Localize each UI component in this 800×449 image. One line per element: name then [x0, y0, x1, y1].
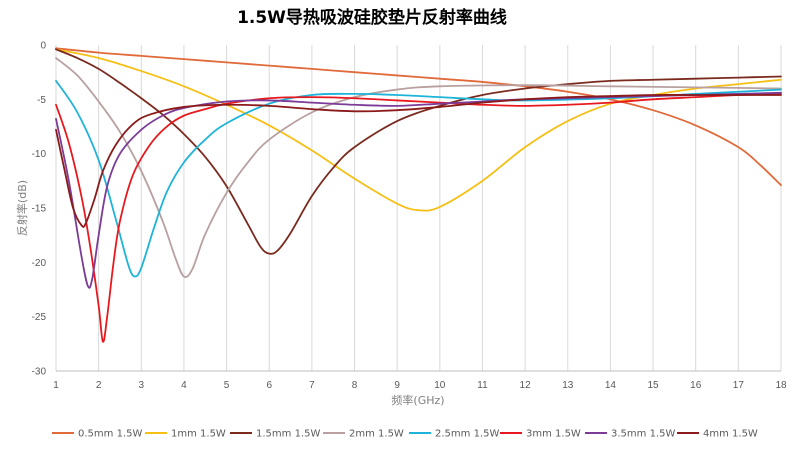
legend-label: 3mm 1.5W: [526, 429, 581, 440]
legend: 0.5mm 1.5W 1mm 1.5W 1.5mm 1.5W 2mm 1.5W 2.5m…: [52, 429, 758, 440]
gridlines: [55, 45, 782, 371]
legend-label: 3.5mm 1.5W: [611, 429, 675, 440]
x-tick-label: 9: [394, 380, 400, 391]
chart-title: 1.5W导热吸波硅胶垫片反射率曲线: [237, 7, 507, 28]
x-axis-ticks: 1 2 3 4 5 6 7 8 9 10 11 12 13 14 15 16 17 18: [53, 380, 787, 391]
x-tick-label: 10: [434, 380, 446, 391]
series-line-0: [55, 47, 782, 187]
y-axis-ticks: 0 -5 -10 -15 -20 -25 -30: [32, 41, 47, 378]
legend-label: 1.5mm 1.5W: [256, 429, 320, 440]
series-line-2: [55, 48, 782, 255]
y-tick-label: -15: [32, 204, 47, 215]
x-tick-label: 4: [181, 380, 187, 391]
x-tick-label: 7: [309, 380, 315, 391]
x-tick-label: 6: [266, 380, 272, 391]
y-axis-title: 反射率(dB): [15, 180, 29, 236]
legend-label: 2.5mm 1.5W: [435, 429, 499, 440]
x-tick-label: 14: [605, 380, 617, 391]
x-tick-label: 2: [96, 380, 102, 391]
x-tick-label: 15: [647, 380, 659, 391]
x-tick-label: 18: [775, 380, 787, 391]
x-tick-label: 16: [690, 380, 702, 391]
x-tick-label: 1: [53, 380, 59, 391]
y-tick-label: -25: [32, 312, 47, 323]
series-line-5: [55, 93, 782, 343]
x-axis-title: 频率(GHz): [391, 393, 444, 407]
x-tick-label: 11: [477, 380, 488, 391]
series-line-7: [55, 94, 782, 228]
legend-label: 2mm 1.5W: [349, 429, 404, 440]
x-tick-label: 5: [224, 380, 230, 391]
x-tick-label: 13: [562, 380, 574, 391]
x-tick-label: 8: [352, 380, 358, 391]
y-tick-label: -30: [32, 367, 47, 378]
y-tick-label: 0: [40, 41, 46, 52]
series-line-6: [55, 91, 782, 289]
series-lines: [55, 47, 782, 343]
legend-label: 0.5mm 1.5W: [78, 429, 142, 440]
legend-label: 1mm 1.5W: [171, 429, 226, 440]
x-tick-label: 12: [520, 380, 532, 391]
y-tick-label: -10: [32, 149, 47, 160]
y-tick-label: -5: [37, 95, 46, 106]
y-tick-label: -20: [32, 258, 47, 269]
series-line-1: [55, 48, 782, 212]
x-tick-label: 3: [139, 380, 145, 391]
series-line-3: [55, 57, 782, 278]
series-line-4: [55, 79, 782, 278]
legend-label: 4mm 1.5W: [703, 429, 758, 440]
x-tick-label: 17: [733, 380, 745, 391]
